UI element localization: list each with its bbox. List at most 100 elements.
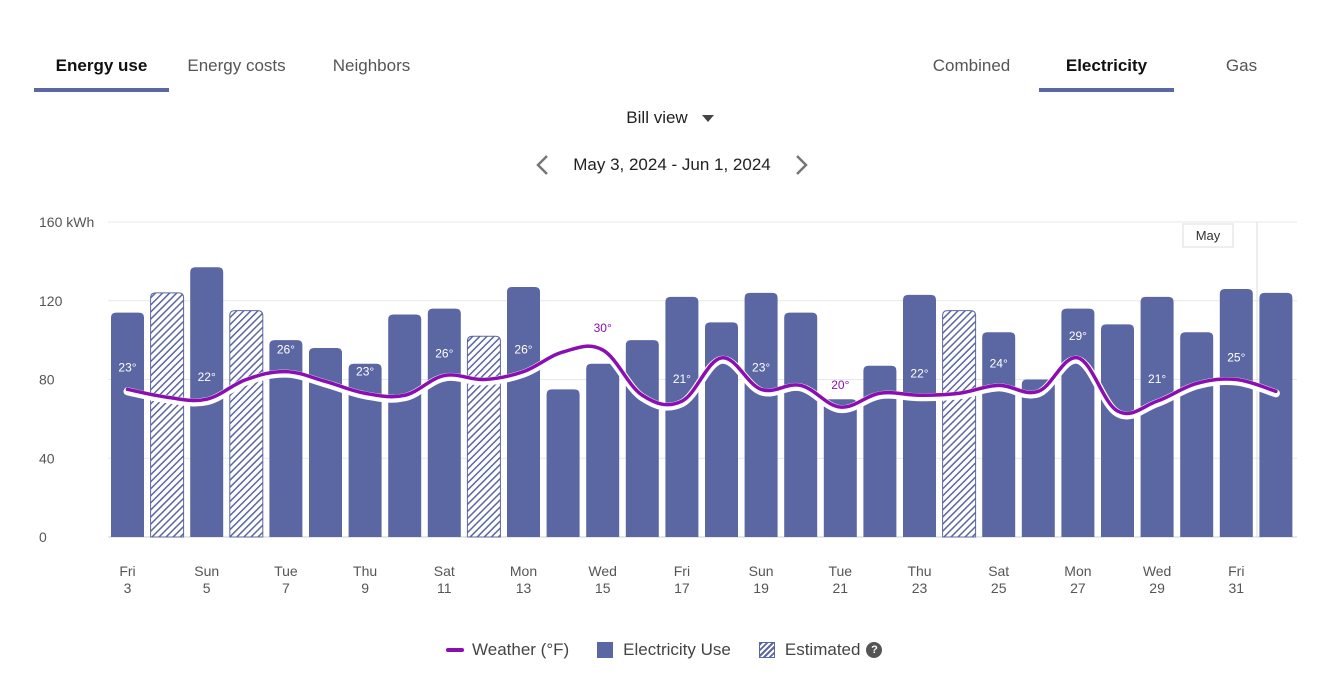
usage-bar[interactable] bbox=[546, 389, 580, 537]
usage-bar[interactable] bbox=[1259, 292, 1293, 537]
usage-bar[interactable] bbox=[1021, 379, 1055, 538]
temperature-label: 22° bbox=[910, 366, 928, 380]
date-navigator: May 3, 2024 - Jun 1, 2024 bbox=[530, 150, 814, 180]
x-tick-date: 23 bbox=[912, 580, 928, 596]
usage-bar[interactable] bbox=[1061, 308, 1095, 537]
estimated-bar[interactable] bbox=[229, 310, 264, 538]
x-tick-date: 7 bbox=[282, 580, 290, 596]
x-tick-date: 21 bbox=[833, 580, 849, 596]
legend-electricity-use[interactable]: Electricity Use bbox=[597, 640, 731, 660]
x-tick-day: Tue bbox=[274, 563, 298, 579]
usage-bar[interactable] bbox=[348, 363, 382, 537]
usage-bar[interactable] bbox=[507, 286, 540, 537]
usage-bar[interactable] bbox=[388, 314, 422, 537]
x-tick-date: 15 bbox=[595, 580, 611, 596]
weather-swatch bbox=[446, 648, 464, 652]
usage-bar[interactable] bbox=[309, 348, 342, 537]
x-tick-day: Wed bbox=[1143, 563, 1172, 579]
x-tick-date: 3 bbox=[124, 580, 132, 596]
estimated-bar[interactable] bbox=[150, 292, 185, 538]
date-range-label: May 3, 2024 - Jun 1, 2024 bbox=[573, 155, 771, 174]
temperature-label: 30° bbox=[594, 321, 612, 335]
bill-view-dropdown[interactable]: Bill view bbox=[600, 108, 740, 128]
usage-bar[interactable] bbox=[705, 322, 738, 537]
x-tick-date: 31 bbox=[1229, 580, 1245, 596]
x-tick-date: 13 bbox=[516, 580, 532, 596]
temperature-label: 26° bbox=[277, 343, 295, 357]
temperature-label: 23° bbox=[356, 364, 374, 378]
legend-estimated[interactable]: Estimated ? bbox=[758, 640, 883, 660]
legend-weather-label: Weather (°F) bbox=[472, 640, 570, 659]
x-tick-day: Tue bbox=[828, 563, 852, 579]
month-marker-box bbox=[1182, 223, 1234, 248]
usage-bar[interactable] bbox=[1219, 288, 1253, 537]
estimated-bar[interactable] bbox=[942, 310, 977, 538]
usage-bar[interactable] bbox=[586, 363, 620, 537]
tab-energy-costs[interactable]: Energy costs bbox=[187, 56, 286, 75]
usage-bar[interactable] bbox=[903, 294, 936, 537]
legend-use-label: Electricity Use bbox=[623, 640, 731, 659]
x-tick-day: Thu bbox=[907, 563, 931, 579]
usage-bar[interactable] bbox=[982, 332, 1016, 537]
temperature-label: 21° bbox=[1148, 372, 1166, 386]
x-tick-day: Sat bbox=[434, 563, 455, 579]
usage-bar[interactable] bbox=[744, 292, 778, 537]
y-tick-label: 40 bbox=[39, 450, 55, 466]
y-tick-label: 160 kWh bbox=[39, 214, 94, 230]
temperature-label: 23° bbox=[118, 360, 136, 374]
y-tick-label: 80 bbox=[39, 372, 55, 388]
bars bbox=[111, 267, 1293, 538]
month-marker-label: May bbox=[1196, 228, 1221, 243]
weather-line bbox=[123, 344, 1280, 420]
usage-bar[interactable] bbox=[665, 296, 699, 537]
tab-neighbors[interactable]: Neighbors bbox=[332, 56, 411, 75]
usage-bar[interactable] bbox=[823, 399, 857, 537]
question-circle-icon[interactable]: ? bbox=[866, 642, 883, 658]
chart-legend: Weather (°F) Electricity Use Estimated ? bbox=[446, 640, 883, 660]
x-tick-date: 11 bbox=[437, 580, 452, 596]
temperature-labels: 23° 22° 26° 23° 26° 26° 30° 21° 23° 20° 22° 24° 29° 2… bbox=[118, 321, 1245, 392]
x-tick-day: Fri bbox=[674, 563, 690, 579]
x-tick-date: 25 bbox=[991, 580, 1007, 596]
usage-bar[interactable] bbox=[1140, 296, 1174, 537]
usage-bar[interactable] bbox=[111, 312, 144, 537]
x-tick-day: Mon bbox=[510, 563, 537, 579]
usage-bar[interactable] bbox=[427, 308, 461, 537]
usage-bar[interactable] bbox=[863, 365, 897, 537]
x-tick-day: Fri bbox=[1228, 563, 1244, 579]
temperature-label: 21° bbox=[673, 372, 691, 386]
tab-electricity[interactable]: Electricity bbox=[1039, 48, 1174, 92]
x-tick-date: 19 bbox=[753, 580, 769, 596]
month-marker: May bbox=[1182, 222, 1258, 537]
y-axis: 0 40 80 120 160 kWh bbox=[39, 214, 94, 545]
x-tick-day: Mon bbox=[1064, 563, 1091, 579]
usage-bar[interactable] bbox=[625, 340, 659, 537]
usage-bar[interactable] bbox=[1101, 324, 1134, 537]
y-tick-label: 120 bbox=[39, 293, 63, 309]
temperature-label: 23° bbox=[752, 360, 770, 374]
tab-energy-use[interactable]: Energy use bbox=[34, 48, 169, 92]
x-tick-date: 29 bbox=[1149, 580, 1165, 596]
chevron-right-icon[interactable] bbox=[790, 150, 814, 180]
x-tick-day: Wed bbox=[588, 563, 617, 579]
caret-down-icon bbox=[701, 114, 714, 122]
usage-tabs: Energy use Energy costs Neighbors bbox=[34, 48, 439, 92]
temperature-label: 25° bbox=[1227, 351, 1245, 365]
x-tick-day: Fri bbox=[119, 563, 135, 579]
legend-weather[interactable]: Weather (°F) bbox=[446, 640, 569, 660]
fuel-tabs: Combined Electricity Gas bbox=[904, 48, 1309, 92]
usage-bar[interactable] bbox=[269, 340, 303, 537]
tab-combined[interactable]: Combined bbox=[932, 56, 1011, 75]
electricity-swatch bbox=[597, 642, 614, 658]
tab-gas[interactable]: Gas bbox=[1225, 56, 1258, 75]
x-axis: Fri3Sun5Tue7Thu9Sat11Mon13Wed15Fri17Sun1… bbox=[119, 563, 1244, 596]
estimated-swatch bbox=[758, 642, 775, 658]
x-tick-date: 17 bbox=[674, 580, 690, 596]
temperature-label: 29° bbox=[1069, 329, 1087, 343]
estimated-bar[interactable] bbox=[466, 335, 501, 538]
chevron-left-icon[interactable] bbox=[530, 150, 554, 180]
usage-bar[interactable] bbox=[784, 312, 818, 537]
usage-bar[interactable] bbox=[1180, 332, 1214, 537]
temperature-label: 22° bbox=[198, 370, 216, 384]
